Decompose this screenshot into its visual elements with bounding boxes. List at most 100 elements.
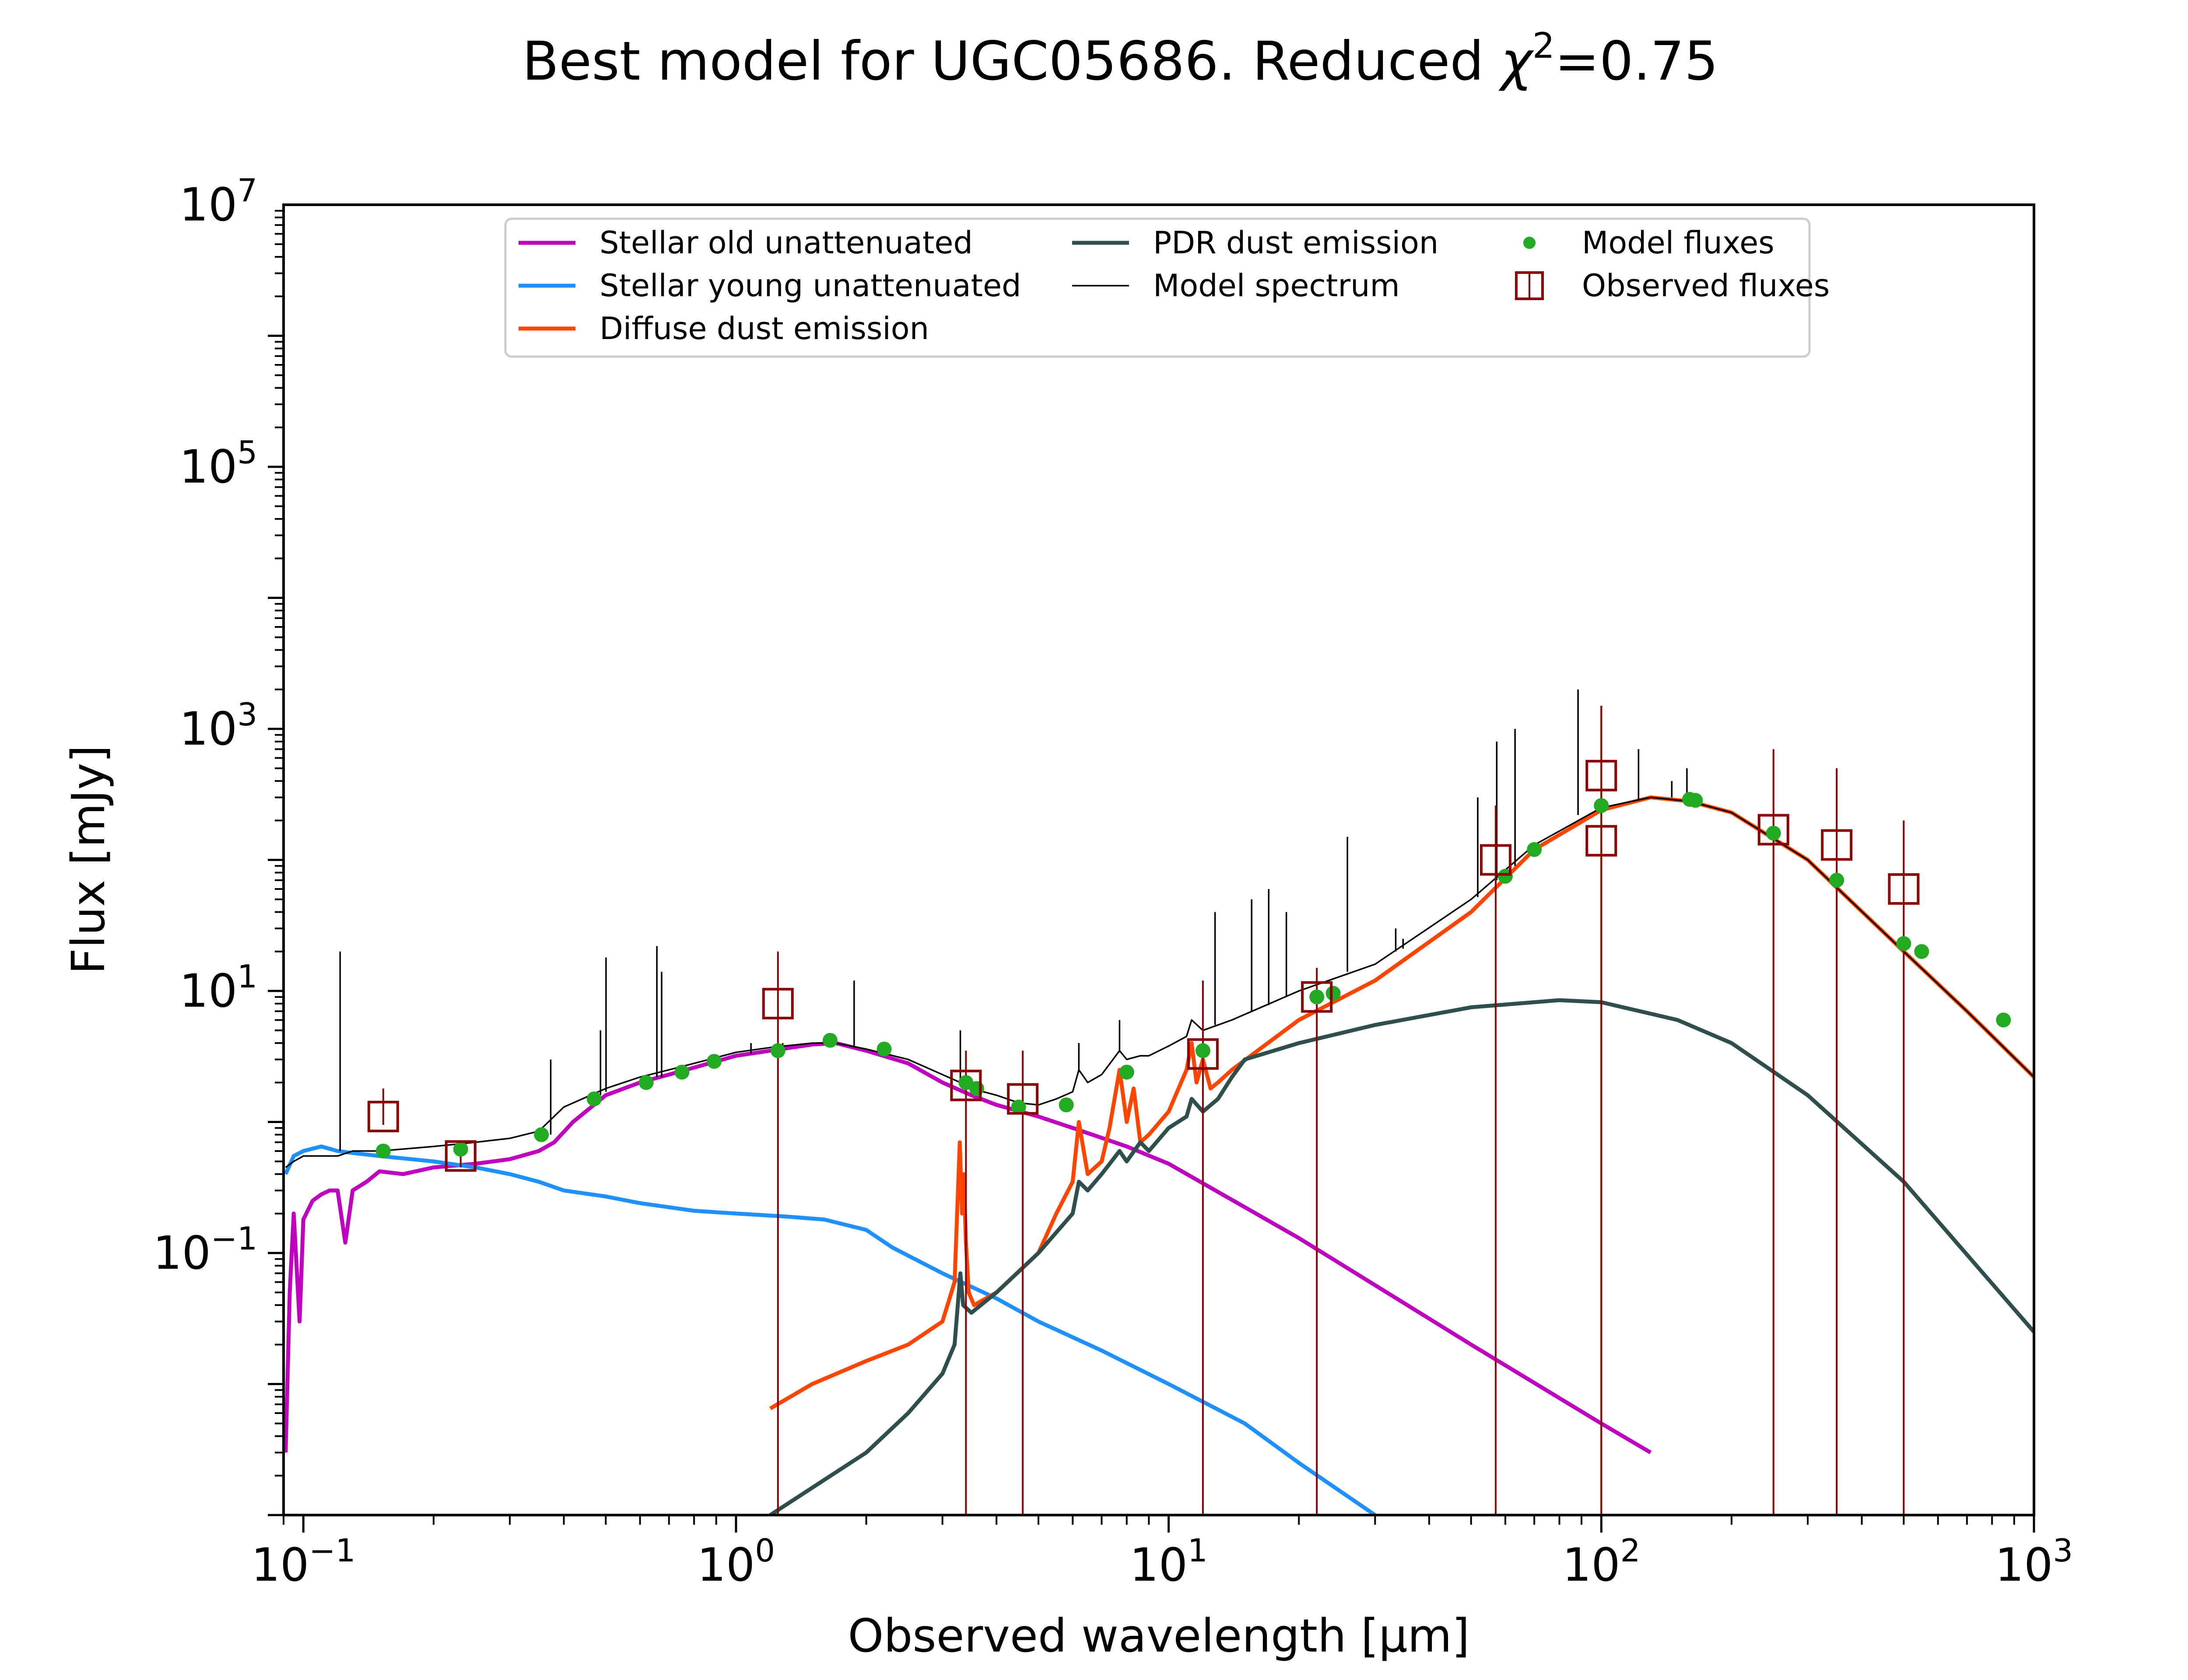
y-tick-label: 103 (179, 696, 257, 756)
x-tick-label-base: 10 (251, 1538, 309, 1592)
model-flux-point (770, 1043, 785, 1058)
y-tick-label-exponent: 7 (237, 172, 257, 209)
observed-flux-point (1187, 1038, 1219, 1070)
model-flux-point (1309, 989, 1325, 1004)
observed-flux-point (950, 1070, 982, 1102)
y-tick-label-exponent: 3 (237, 696, 257, 733)
y-tick-label: 105 (179, 434, 257, 494)
y-tick-label-base: 10 (179, 178, 237, 231)
legend: Stellar old unattenuated Stellar young un… (504, 217, 1830, 358)
model-flux-point (706, 1054, 722, 1069)
observed-flux-point (1301, 981, 1333, 1013)
legend-label: Diffuse dust emission (600, 311, 929, 346)
model-flux-point (1059, 1097, 1074, 1113)
observed-flux-point (1585, 825, 1617, 857)
legend-label: Model fluxes (1582, 225, 1774, 261)
x-tick-label-exponent: 1 (1188, 1532, 1208, 1569)
x-tick-label-base: 10 (1562, 1538, 1620, 1592)
observed-flux-point (1821, 829, 1853, 861)
model-flux-point (1325, 986, 1341, 1001)
model-flux-point (453, 1141, 468, 1157)
x-axis: 10−1 100 101 102 103 (251, 1515, 2073, 1592)
observed-flux-point (1757, 814, 1789, 846)
model-flux-point (1914, 944, 1929, 959)
observed-flux-point (1007, 1083, 1039, 1115)
legend-label: Model spectrum (1153, 268, 1400, 304)
x-tick-label-base: 10 (1130, 1538, 1188, 1592)
x-axis-label: Observed wavelength [μm] (848, 1609, 1470, 1662)
model-flux-point (822, 1032, 838, 1048)
x-tick-label-exponent: 0 (755, 1532, 775, 1569)
x-tick-label: 100 (697, 1532, 775, 1592)
model-flux-point (638, 1075, 654, 1090)
model-flux-point (1195, 1043, 1210, 1058)
legend-box (504, 217, 1811, 358)
y-tick-label: 107 (179, 172, 257, 231)
model-flux-points (375, 792, 2011, 1158)
x-tick-label-exponent: 2 (1620, 1532, 1641, 1569)
legend-item-model-spectrum: Model spectrum (1072, 268, 1400, 304)
x-tick-label-exponent: −1 (309, 1532, 355, 1569)
model-flux-point (1829, 872, 1844, 888)
x-tick-label: 10−1 (251, 1532, 355, 1592)
legend-item-model-fluxes: Model fluxes (1523, 225, 1774, 261)
x-tick-label-base: 10 (697, 1538, 755, 1592)
model-flux-point (1688, 793, 1703, 808)
legend-swatch-dot (1523, 237, 1536, 249)
model-flux-point (375, 1143, 391, 1158)
model-flux-point (586, 1091, 602, 1106)
legend-label: Observed fluxes (1582, 268, 1830, 304)
model-flux-point (1594, 798, 1609, 813)
model-flux-point (534, 1127, 549, 1142)
observed-flux-point (762, 988, 794, 1020)
legend-item-stellar-old-unattenuated: Stellar old unattenuated (519, 225, 973, 261)
legend-label: Stellar young unattenuated (600, 268, 1021, 304)
x-tick-label: 101 (1130, 1532, 1208, 1592)
observed-flux-points (367, 760, 1920, 1172)
y-tick-label: 101 (179, 958, 257, 1018)
model-flux-point (1119, 1064, 1134, 1080)
y-tick-label-exponent: −1 (211, 1220, 257, 1257)
model-flux-point (674, 1064, 690, 1080)
series-line-pdr-dust-emission (769, 998, 2034, 1515)
y-axis-label: Flux [mJy] (62, 745, 115, 974)
legend-item-observed-fluxes: Observed fluxes (1515, 268, 1830, 304)
chart-title-sup: 2 (1532, 25, 1555, 66)
chart-title: Best model for UGC05686. Reduced χ2=0.75 (522, 25, 1718, 92)
model-flux-point (1766, 826, 1781, 841)
model-flux-point (1996, 1012, 2011, 1028)
model-flux-point (877, 1041, 892, 1057)
y-tick-label-base: 10 (179, 702, 237, 756)
series-line-stellar-old-unattenuated (284, 1041, 1652, 1454)
y-tick-label-base: 10 (179, 964, 237, 1018)
y-tick-label: 10−1 (153, 1220, 257, 1280)
x-tick-label: 102 (1562, 1532, 1640, 1592)
legend-label: Stellar old unattenuated (600, 225, 973, 261)
observed-flux-point (445, 1140, 477, 1172)
error-bars (382, 706, 1905, 1515)
observed-flux-point (1480, 844, 1511, 876)
legend-item-pdr-dust-emission: PDR dust emission (1072, 225, 1438, 261)
observed-flux-point (367, 1101, 399, 1133)
chart-title-chi: χ (1498, 30, 1534, 92)
observed-flux-point (1585, 760, 1617, 791)
legend-label: PDR dust emission (1153, 225, 1438, 261)
observed-flux-point (1888, 873, 1920, 905)
x-tick-label: 103 (1995, 1532, 2073, 1592)
plot-area (284, 689, 2034, 1515)
y-tick-label-exponent: 1 (237, 958, 257, 995)
model-flux-point (969, 1081, 984, 1096)
model-flux-point (1527, 842, 1542, 857)
legend-item-stellar-young-unattenuated: Stellar young unattenuated (519, 268, 1021, 304)
model-flux-point (1896, 936, 1911, 951)
legend-item-diffuse-dust-emission: Diffuse dust emission (519, 311, 929, 346)
series-line-stellar-young-unattenuated (284, 1144, 1376, 1515)
y-tick-label-base: 10 (179, 440, 237, 494)
chart-title-tail: =0.75 (1555, 30, 1718, 92)
model-flux-point (1011, 1099, 1026, 1115)
y-tick-label-exponent: 5 (237, 434, 257, 471)
x-tick-label-base: 10 (1995, 1538, 2053, 1592)
series-line-diffuse-dust-emission (769, 795, 2034, 1410)
